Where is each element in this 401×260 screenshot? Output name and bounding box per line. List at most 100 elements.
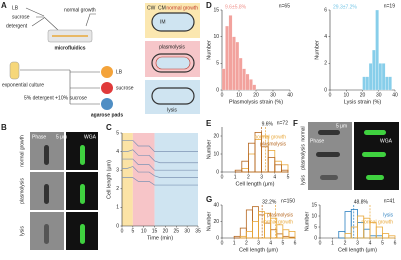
cm-label: CM bbox=[158, 5, 166, 11]
phase-region bbox=[132, 133, 155, 226]
trace bbox=[122, 158, 198, 171]
x-tick-label: 0 bbox=[221, 240, 224, 246]
cell-diagram bbox=[151, 12, 195, 32]
x-tick-label: 0 bbox=[221, 174, 224, 180]
x-tick-label: 40 bbox=[392, 92, 398, 98]
histogram-bar bbox=[245, 209, 253, 239]
n-label: n=19 bbox=[384, 3, 395, 9]
x-axis-label: Cell length (μm) bbox=[239, 247, 278, 253]
x-tick-label: 4 bbox=[269, 240, 272, 246]
im-label: IM bbox=[160, 19, 166, 25]
row-label: lysis bbox=[300, 175, 306, 185]
x-axis-label: Lysis strain (%) bbox=[344, 99, 382, 105]
x-tick-label: 2 bbox=[247, 174, 250, 180]
histogram-bar bbox=[233, 235, 241, 239]
histogram-bar bbox=[234, 169, 243, 173]
histogram-bar bbox=[235, 41, 240, 91]
culture-label: exponential culture bbox=[2, 82, 44, 88]
device-label: microfluidics bbox=[54, 45, 85, 51]
legend-entry: plasmolysis bbox=[267, 212, 293, 218]
panel-label: D bbox=[206, 1, 212, 10]
histogram-bar bbox=[381, 63, 386, 91]
x-tick-label: 30 bbox=[376, 92, 382, 98]
n-label: n=72 bbox=[277, 120, 288, 126]
trace bbox=[122, 140, 198, 152]
histogram-bar bbox=[368, 63, 373, 91]
histogram-bar bbox=[264, 222, 272, 239]
histogram-bar bbox=[378, 63, 383, 91]
histogram-bar bbox=[221, 68, 226, 91]
input-label: LB bbox=[12, 5, 19, 11]
y-tick-label: 5 bbox=[116, 130, 119, 136]
trace bbox=[122, 166, 198, 178]
histogram-bar bbox=[261, 146, 269, 173]
histogram-bar bbox=[288, 230, 296, 239]
histogram-bar bbox=[388, 76, 392, 91]
y-tick-label: 5 bbox=[216, 61, 219, 67]
y-tick-label: 5 bbox=[314, 224, 317, 230]
histogram-bar bbox=[242, 68, 246, 91]
pad-label: sucrose bbox=[116, 85, 134, 91]
flow-result: normal growth bbox=[64, 7, 96, 13]
x-tick-label: 10 bbox=[343, 92, 349, 98]
channel-label: Phase bbox=[310, 138, 324, 144]
histogram-bar bbox=[363, 228, 371, 239]
scale-label: 5 μm bbox=[336, 123, 347, 129]
x-axis-label: Time (min) bbox=[147, 235, 173, 241]
row-label: plasmolysis bbox=[19, 178, 25, 204]
x-axis-label: Cell length (μm) bbox=[236, 181, 275, 187]
phase-region bbox=[122, 133, 133, 226]
histogram-bar bbox=[245, 73, 250, 91]
y-tick-label: 0 bbox=[324, 87, 327, 93]
histogram-bar bbox=[252, 206, 259, 239]
histogram-bar bbox=[239, 235, 247, 239]
histogram-bar bbox=[280, 164, 289, 173]
histogram-bar bbox=[362, 76, 366, 91]
x-tick-label: 0 bbox=[319, 240, 322, 246]
x-axis-label: Cell length (μm) bbox=[338, 247, 377, 253]
histogram-bar bbox=[232, 36, 236, 91]
x-tick-label: 25 bbox=[174, 228, 180, 234]
histogram-bar bbox=[338, 230, 346, 239]
stat-label: 29.3±7.2% bbox=[333, 4, 357, 10]
x-tick-label: 1 bbox=[234, 174, 237, 180]
x-tick-label: 3 bbox=[257, 240, 260, 246]
x-tick-label: 15 bbox=[152, 228, 158, 234]
panel-label: A bbox=[1, 1, 7, 10]
histogram-bar bbox=[344, 211, 352, 239]
trace bbox=[122, 177, 198, 186]
y-tick-label: 10 bbox=[311, 213, 317, 219]
histogram-bar bbox=[247, 142, 256, 173]
channel-label: WGA bbox=[380, 138, 393, 144]
legend-entry: plasmolysis bbox=[260, 141, 286, 147]
y-axis-label: Cell length (μm) bbox=[106, 160, 112, 199]
panel-label: B bbox=[1, 123, 7, 132]
y-tick-label: 10 bbox=[213, 34, 219, 40]
x-tick-label: 20 bbox=[163, 228, 169, 234]
y-tick-label: 0 bbox=[216, 87, 219, 93]
x-axis-label: Plasmolysis strain (%) bbox=[229, 99, 283, 105]
stat-label: 32.2% bbox=[262, 199, 277, 205]
x-tick-label: 0 bbox=[121, 228, 124, 234]
histogram-bar bbox=[247, 153, 256, 173]
y-tick-label: 40 bbox=[213, 202, 219, 208]
pad bbox=[101, 98, 113, 110]
n-label: n=41 bbox=[384, 198, 395, 204]
x-tick-label: 20 bbox=[360, 92, 366, 98]
n-label: n=65 bbox=[279, 3, 290, 9]
panel-label: C bbox=[106, 123, 112, 132]
histogram-bar bbox=[382, 233, 390, 239]
histogram-bar bbox=[276, 224, 284, 239]
x-tick-label: 10 bbox=[141, 228, 147, 234]
panel-label: E bbox=[206, 119, 212, 128]
x-tick-label: 10 bbox=[236, 92, 242, 98]
y-tick-label: 0 bbox=[216, 169, 219, 175]
cw-label: CW bbox=[147, 5, 156, 11]
x-tick-label: 20 bbox=[253, 92, 259, 98]
x-tick-label: 1 bbox=[331, 240, 334, 246]
legend-entry: normal growth bbox=[254, 134, 286, 140]
histogram-bar bbox=[375, 226, 383, 239]
y-tick-label: 20 bbox=[213, 133, 219, 139]
x-tick-label: 5 bbox=[131, 228, 134, 234]
histogram-bar bbox=[276, 233, 284, 239]
